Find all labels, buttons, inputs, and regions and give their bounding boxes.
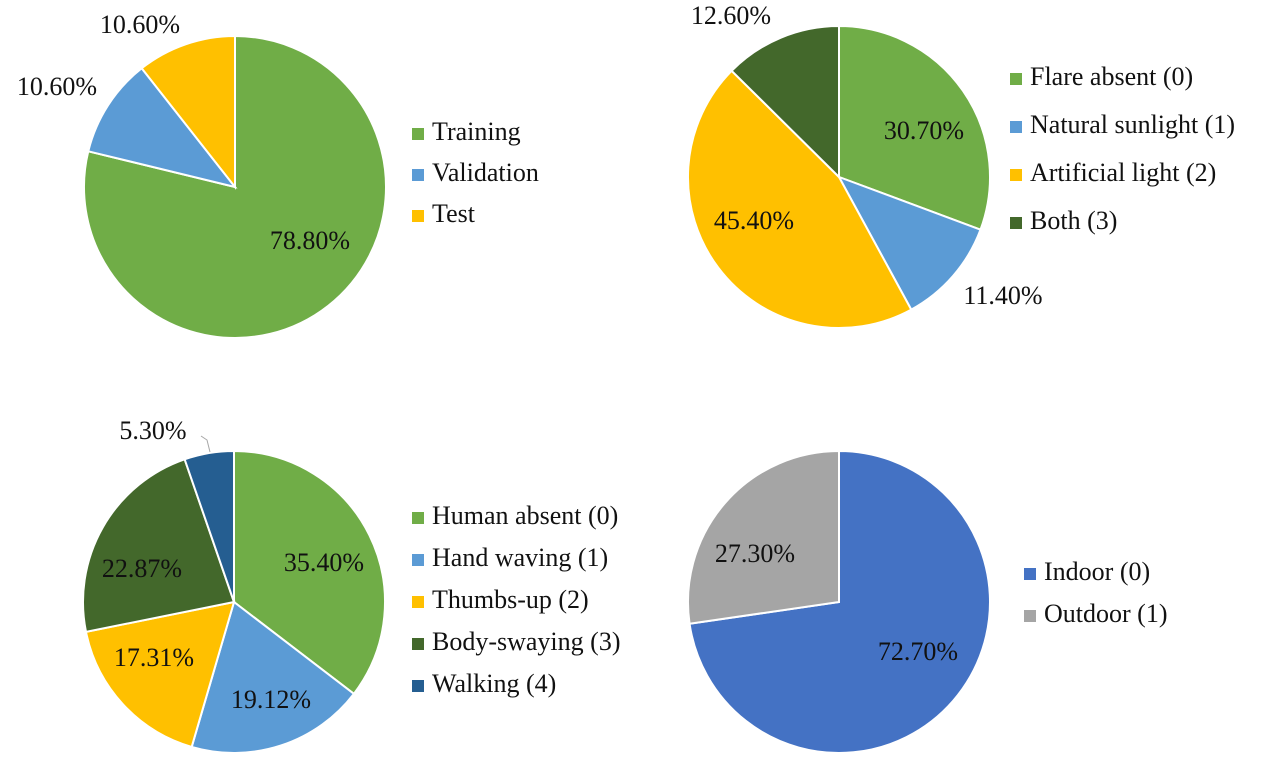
legend-swatch-3-4 <box>412 638 424 650</box>
legend-label-3-3: Thumbs-up (2) <box>432 585 589 614</box>
legend-swatch-3-3 <box>412 596 424 608</box>
data-label-2-4: 12.60% <box>691 1 771 30</box>
pie-slice-2-2 <box>836 175 982 311</box>
pie-slice-2-3 <box>686 69 913 329</box>
pie-slice-1-2 <box>87 66 238 189</box>
legend-swatch-2-1 <box>1010 73 1022 85</box>
legend-swatch-3-1 <box>412 512 424 524</box>
legend-label-3-1: Human absent (0) <box>432 501 618 530</box>
data-label-3-3: 17.31% <box>114 643 194 672</box>
legend-label-4-2: Outdoor (1) <box>1044 599 1167 628</box>
pie-slice-3-4 <box>82 458 236 634</box>
pie-chart-4: 72.70% 27.30% Indoor (0) Outdoor (1) <box>687 449 1167 754</box>
legend-label-1-1: Training <box>432 117 521 146</box>
pie-slice-3-1 <box>233 449 386 696</box>
data-label-1-3: 10.60% <box>100 10 180 39</box>
legend-3: Human absent (0) Hand waving (1) Thumbs-up… <box>412 501 620 698</box>
legend-swatch-1-2 <box>412 169 424 181</box>
legend-swatch-2-2 <box>1010 121 1022 133</box>
legend-label-1-2: Validation <box>432 158 539 187</box>
legend-swatch-4-2 <box>1024 610 1036 622</box>
pie-slice-1-3 <box>140 34 236 190</box>
data-label-4-2: 27.30% <box>715 539 795 568</box>
legend-4: Indoor (0) Outdoor (1) <box>1024 557 1167 628</box>
legend-1: Training Validation Test <box>412 117 539 228</box>
legend-label-2-4: Both (3) <box>1030 206 1117 235</box>
pie-chart-2: 30.70% 11.40% 45.40% 12.60% Flare absent (0)… <box>686 1 1235 329</box>
legend-label-3-4: Body-swaying (3) <box>432 627 620 656</box>
data-label-1-2: 10.60% <box>17 72 97 101</box>
data-label-3-4: 22.87% <box>102 554 182 583</box>
legend-label-2-3: Artificial light (2) <box>1030 158 1216 187</box>
legend-swatch-2-3 <box>1010 169 1022 181</box>
legend-swatch-4-1 <box>1024 568 1036 580</box>
data-label-3-1: 35.40% <box>284 548 364 577</box>
pie-chart-1: 78.80% 10.60% 10.60% Training Validation Test <box>17 10 539 339</box>
data-label-2-1: 30.70% <box>884 116 964 145</box>
legend-label-3-5: Walking (4) <box>432 669 556 698</box>
legend-swatch-1-3 <box>412 210 424 222</box>
data-label-3-2: 19.12% <box>231 685 311 714</box>
pie-slice-3-5 <box>183 449 235 603</box>
legend-swatch-2-4 <box>1010 217 1022 229</box>
data-label-4-1: 72.70% <box>878 637 958 666</box>
legend-label-2-1: Flare absent (0) <box>1030 62 1193 91</box>
data-label-2-2: 11.40% <box>963 281 1042 310</box>
data-label-2-3: 45.40% <box>714 206 794 235</box>
legend-swatch-3-5 <box>412 680 424 692</box>
pie-slice-4-2 <box>687 449 840 625</box>
legend-swatch-3-2 <box>412 554 424 566</box>
data-label-1-1: 78.80% <box>270 226 350 255</box>
pie-chart-3: 35.40% 19.12% 17.31% 22.87% 5.30% Human absen… <box>82 416 620 754</box>
pie-slice-3-2 <box>190 600 356 754</box>
pie-slice-2-1 <box>838 24 991 231</box>
data-label-3-5: 5.30% <box>119 416 186 445</box>
legend-label-4-1: Indoor (0) <box>1044 557 1150 586</box>
leader-line <box>200 435 211 453</box>
legend-label-1-3: Test <box>432 199 476 228</box>
pie-slice-2-4 <box>730 24 840 180</box>
legend-label-2-2: Natural sunlight (1) <box>1030 110 1235 139</box>
legend-swatch-1-1 <box>412 128 424 140</box>
pie-slice-3-3 <box>84 600 236 749</box>
legend-2: Flare absent (0) Natural sunlight (1) Arti… <box>1010 62 1235 235</box>
legend-label-3-2: Hand waving (1) <box>432 543 608 572</box>
